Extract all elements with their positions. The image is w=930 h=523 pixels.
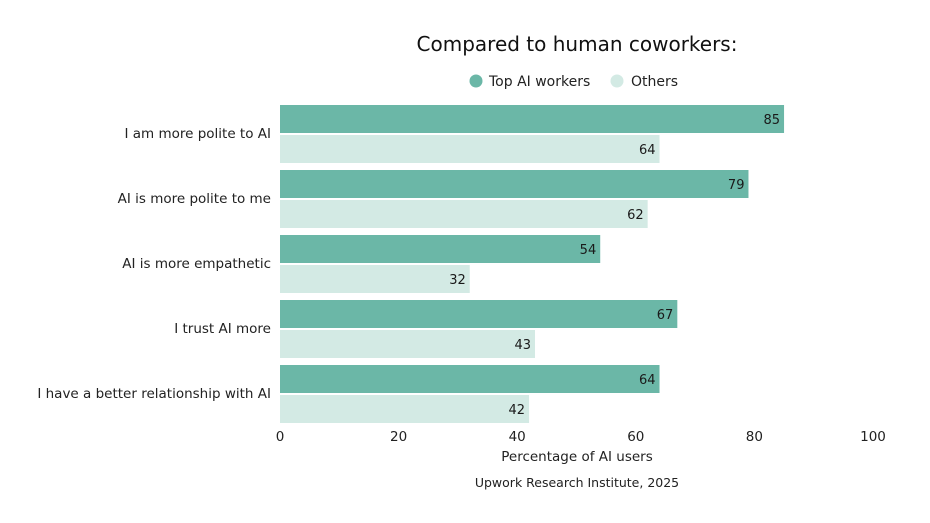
x-axis-ticks: 0 20 40 60 80 100 [276,429,886,445]
bar-value-label: 79 [728,178,745,193]
legend-swatch-top-ai-workers [469,74,483,88]
category-label: AI is more polite to me [118,191,271,207]
bars: 85 64 79 62 54 32 67 43 64 42 [280,105,785,423]
chart-title: Compared to human coworkers: [417,32,738,56]
bar-top-ai-workers [280,365,660,393]
bar-value-label: 42 [509,403,526,418]
bar-others [280,265,470,293]
bar-top-ai-workers [280,105,785,133]
legend-label-others: Others [631,74,678,90]
x-axis-title: Percentage of AI users [501,449,653,465]
bar-top-ai-workers [280,300,678,328]
bar-others [280,135,660,163]
category-label: I have a better relationship with AI [37,386,271,402]
category-label: I am more polite to AI [124,126,271,142]
bar-top-ai-workers [280,235,601,263]
bar-value-label: 85 [764,113,781,128]
bar-value-label: 32 [449,273,466,288]
bar-value-label: 67 [657,308,674,323]
bar-top-ai-workers [280,170,749,198]
bar-value-label: 64 [639,143,656,158]
source-note: Upwork Research Institute, 2025 [475,475,679,490]
x-tick-label: 0 [276,429,285,445]
legend: Top AI workers Others [469,74,678,90]
bar-value-label: 54 [580,243,597,258]
bar-others [280,395,530,423]
bar-value-label: 43 [514,338,531,353]
category-label: I trust AI more [174,321,271,337]
x-tick-label: 100 [860,429,886,445]
x-tick-label: 40 [509,429,526,445]
legend-swatch-others [610,74,624,88]
bar-others [280,330,535,358]
x-tick-label: 20 [390,429,407,445]
category-labels: I am more polite to AI AI is more polite … [37,126,271,402]
x-tick-label: 80 [746,429,763,445]
bar-value-label: 64 [639,373,656,388]
bar-value-label: 62 [627,208,644,223]
legend-label-top-ai-workers: Top AI workers [488,74,590,90]
bar-others [280,200,648,228]
x-tick-label: 60 [627,429,644,445]
category-label: AI is more empathetic [122,256,271,272]
